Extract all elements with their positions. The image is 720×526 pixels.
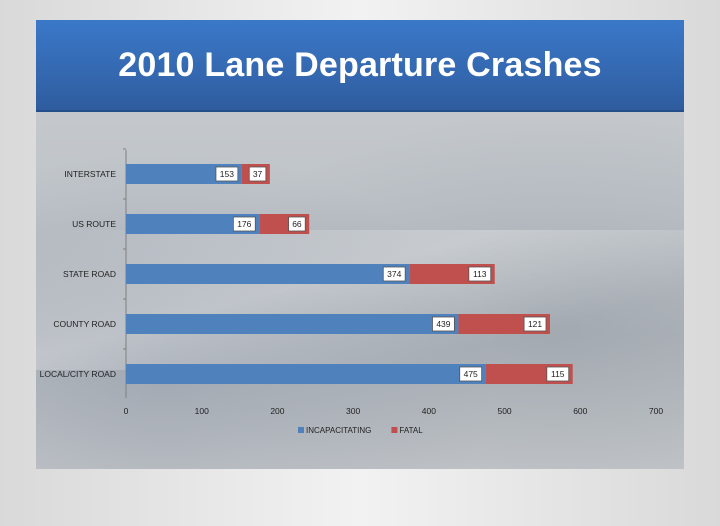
category-label: LOCAL/CITY ROAD <box>40 369 116 379</box>
data-label: 115 <box>551 369 565 379</box>
category-label: US ROUTE <box>72 219 116 229</box>
data-label-box <box>432 316 455 332</box>
data-label-box <box>546 366 570 382</box>
data-label: 113 <box>473 269 487 279</box>
bar-incapacitating <box>126 364 486 384</box>
data-label-box <box>215 166 239 182</box>
data-label: 475 <box>464 369 478 379</box>
category-label: COUNTY ROAD <box>53 319 116 329</box>
bar-incapacitating <box>126 314 459 334</box>
x-tick-label: 500 <box>497 406 511 416</box>
bar-incapacitating <box>126 264 410 284</box>
x-tick-label: 300 <box>346 406 360 416</box>
data-label: 66 <box>292 219 302 229</box>
x-tick-label: 200 <box>270 406 284 416</box>
data-label-box <box>288 216 306 232</box>
title-band: 2010 Lane Departure Crashes <box>36 20 684 112</box>
legend-label: INCAPACITATING <box>306 426 371 435</box>
bar-incapacitating <box>126 214 260 234</box>
legend-label: FATAL <box>399 426 423 435</box>
data-label-box <box>248 166 267 182</box>
data-label-box <box>232 216 256 232</box>
x-tick-label: 400 <box>422 406 436 416</box>
data-label: 37 <box>253 169 263 179</box>
x-tick-label: 100 <box>195 406 209 416</box>
data-label: 153 <box>220 169 234 179</box>
data-label: 121 <box>528 319 542 329</box>
data-label-box <box>468 266 492 282</box>
data-label-box <box>523 316 547 332</box>
legend-swatch-fatal <box>391 427 398 433</box>
x-tick-label: 0 <box>124 406 129 416</box>
data-label-box <box>459 366 483 382</box>
data-label: 439 <box>436 319 450 329</box>
data-label: 374 <box>387 269 401 279</box>
data-label-box <box>382 266 406 282</box>
slide-title: 2010 Lane Departure Crashes <box>118 45 602 84</box>
background-road-image <box>36 230 684 370</box>
x-tick-label: 700 <box>649 406 663 416</box>
category-label: INTERSTATE <box>64 169 116 179</box>
data-label: 176 <box>237 219 251 229</box>
legend-swatch-incapacitating <box>298 427 304 433</box>
category-label: STATE ROAD <box>63 269 116 279</box>
bar-incapacitating <box>126 164 242 184</box>
x-tick-label: 600 <box>573 406 587 416</box>
